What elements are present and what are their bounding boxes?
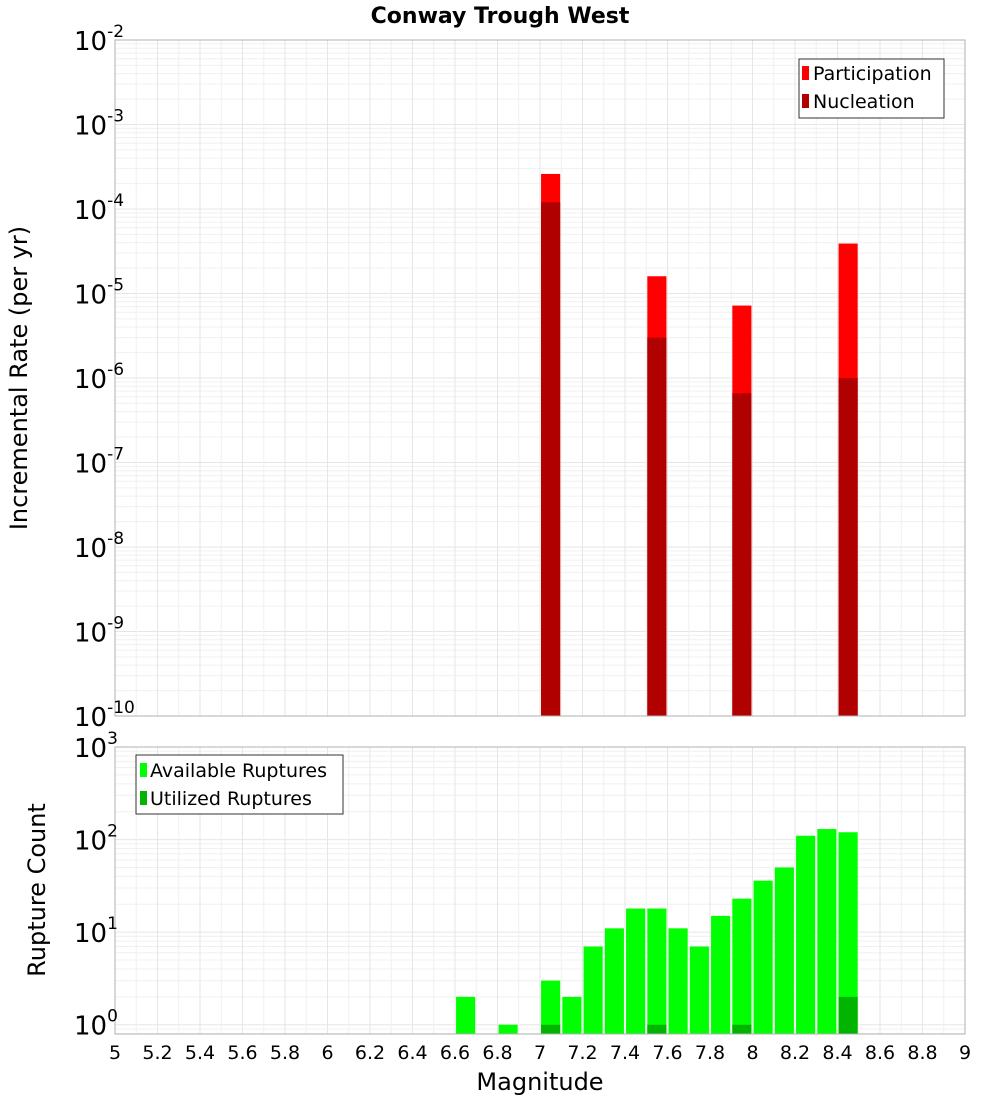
top-y-axis-label: Incremental Rate (per yr)	[5, 226, 33, 530]
top-legend: Participation Nucleation	[798, 58, 945, 119]
x-tick-labels: 5 5.2 5.4 5.6 5.8 6 6.2 6.4 6.6 6.8 7 7.2 7.4 7.6 7.8 8…	[109, 1042, 971, 1064]
bottom-y-axis-label: Rupture Count	[23, 803, 51, 977]
bottom-bar-secondary	[647, 1024, 667, 1034]
bottom-legend: Available Ruptures Utilized Ruptures	[135, 754, 344, 815]
top-bar-secondary	[647, 337, 667, 716]
bottom-bar-secondary	[541, 1024, 561, 1034]
bottom-plot: 103 102 101 100 5 5.2 5.4 5.6 5.8 6 6.2 6.4 6.6 6.8 7…	[23, 729, 971, 1096]
bottom-bar-primary	[689, 946, 709, 1034]
x-tick-label: 5.2	[142, 1042, 172, 1064]
top-y-tick-label: 10-2	[74, 22, 124, 57]
bottom-bar-secondary	[732, 1024, 752, 1034]
x-tick-label: 6	[321, 1042, 333, 1064]
bottom-bar-primary	[498, 1024, 518, 1034]
bottom-bar-primary	[456, 996, 476, 1034]
bottom-bar-primary	[774, 867, 794, 1034]
bottom-bar-secondary	[838, 996, 858, 1034]
legend-label-utilized: Utilized Ruptures	[150, 788, 312, 810]
bottom-y-tick-label: 101	[74, 914, 118, 949]
x-tick-label: 9	[959, 1042, 971, 1064]
bottom-bars	[456, 829, 858, 1034]
legend-swatch-utilized	[140, 791, 147, 805]
top-y-tick-label: 10-10	[74, 698, 135, 733]
top-bar-secondary	[541, 202, 561, 716]
x-tick-label: 8.4	[822, 1042, 852, 1064]
x-tick-label: 5.6	[227, 1042, 257, 1064]
bottom-bar-primary	[753, 880, 773, 1034]
bottom-y-ticks: 103 102 101 100	[74, 729, 118, 1042]
bottom-bar-primary	[796, 835, 816, 1034]
bottom-bar-primary	[838, 832, 858, 1034]
x-tick-label: 7.8	[695, 1042, 725, 1064]
bottom-bar-primary	[668, 928, 688, 1034]
top-bar-secondary	[732, 393, 752, 716]
top-y-tick-label: 10-5	[74, 276, 124, 311]
legend-label-participation: Participation	[813, 63, 932, 85]
top-y-tick-label: 10-7	[74, 445, 124, 480]
bottom-y-tick-label: 100	[74, 1007, 118, 1042]
bottom-bar-primary	[647, 908, 667, 1034]
x-tick-label: 6.8	[482, 1042, 512, 1064]
bottom-bar-primary	[604, 928, 624, 1034]
x-tick-label: 6.2	[355, 1042, 385, 1064]
x-tick-label: 7	[534, 1042, 546, 1064]
bottom-bar-primary	[541, 980, 561, 1034]
top-y-ticks: 10-2 10-3 10-4 10-5 10-6 10-7 10-8 10-9 10-10	[74, 22, 135, 733]
x-tick-label: 7.2	[567, 1042, 597, 1064]
chart-title: Conway Trough West	[371, 4, 630, 29]
top-plot-frame	[114, 39, 966, 717]
bottom-bar-primary	[817, 829, 837, 1034]
x-tick-label: 6.4	[397, 1042, 427, 1064]
top-legend-box	[798, 58, 945, 119]
bottom-legend-box	[135, 754, 344, 815]
top-y-tick-label: 10-9	[74, 614, 124, 649]
x-tick-label: 5	[109, 1042, 121, 1064]
x-tick-label: 6.6	[440, 1042, 470, 1064]
bottom-bar-primary	[562, 996, 582, 1034]
top-grid	[114, 40, 966, 717]
top-bars	[541, 173, 858, 716]
x-tick-label: 5.4	[185, 1042, 215, 1064]
top-y-tick-label: 10-8	[74, 529, 124, 564]
x-axis-label: Magnitude	[476, 1068, 603, 1096]
top-y-tick-label: 10-6	[74, 360, 124, 395]
legend-label-available: Available Ruptures	[150, 760, 327, 782]
bottom-bar-primary	[711, 915, 731, 1034]
bottom-bar-primary	[583, 946, 603, 1034]
x-tick-label: 8.2	[780, 1042, 810, 1064]
top-y-tick-label: 10-4	[74, 191, 124, 226]
legend-label-nucleation: Nucleation	[813, 91, 915, 113]
x-tick-label: 7.4	[610, 1042, 640, 1064]
x-tick-label: 5.8	[270, 1042, 300, 1064]
x-tick-label: 8	[746, 1042, 758, 1064]
bottom-y-tick-label: 103	[74, 729, 118, 764]
bottom-bar-primary	[732, 898, 752, 1034]
x-tick-label: 8.6	[865, 1042, 895, 1064]
top-bar-secondary	[838, 378, 858, 716]
bottom-y-tick-label: 102	[74, 822, 118, 857]
bottom-bar-primary	[626, 908, 646, 1034]
x-tick-label: 8.8	[907, 1042, 937, 1064]
top-y-tick-label: 10-3	[74, 107, 124, 142]
x-tick-label: 7.6	[652, 1042, 682, 1064]
top-plot: 10-2 10-3 10-4 10-5 10-6 10-7 10-8 10-9 10-10 In…	[5, 22, 966, 733]
bottom-plot-frame	[114, 746, 966, 1035]
legend-swatch-available	[140, 763, 147, 777]
legend-swatch-participation	[802, 66, 809, 80]
legend-swatch-nucleation	[802, 94, 809, 108]
